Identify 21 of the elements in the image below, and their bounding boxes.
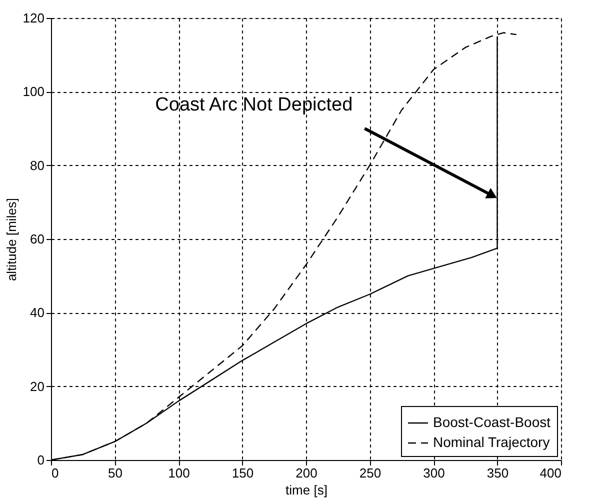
y-tick-label: 120 bbox=[22, 10, 44, 26]
x-tick-label: 400 bbox=[540, 466, 562, 480]
legend-label: Boost-Coast-Boost bbox=[433, 414, 551, 430]
legend-label: Nominal Trajectory bbox=[433, 434, 550, 450]
y-tick-label: 100 bbox=[22, 84, 44, 100]
y-tick-label: 60 bbox=[30, 232, 44, 246]
x-tick-label: 0 bbox=[52, 466, 59, 480]
y-tick-label: 40 bbox=[30, 305, 44, 320]
x-tick-label: 250 bbox=[359, 466, 382, 480]
x-tick-label: 200 bbox=[296, 466, 318, 480]
x-tick-label: 150 bbox=[232, 466, 254, 480]
x-tick-label: 300 bbox=[423, 466, 445, 480]
y-axis-title: altitude [miles] bbox=[4, 198, 19, 282]
x-tick-label: 100 bbox=[168, 466, 190, 480]
x-tick-label: 50 bbox=[108, 466, 122, 480]
annotation: Coast Arc Not Depicted bbox=[155, 94, 353, 116]
y-tick-label: 20 bbox=[30, 378, 44, 394]
y-tick-label: 0 bbox=[37, 452, 44, 468]
x-axis-title: time [s] bbox=[286, 482, 328, 498]
x-tick-label: 350 bbox=[486, 466, 509, 480]
y-tick-label: 80 bbox=[30, 158, 44, 173]
